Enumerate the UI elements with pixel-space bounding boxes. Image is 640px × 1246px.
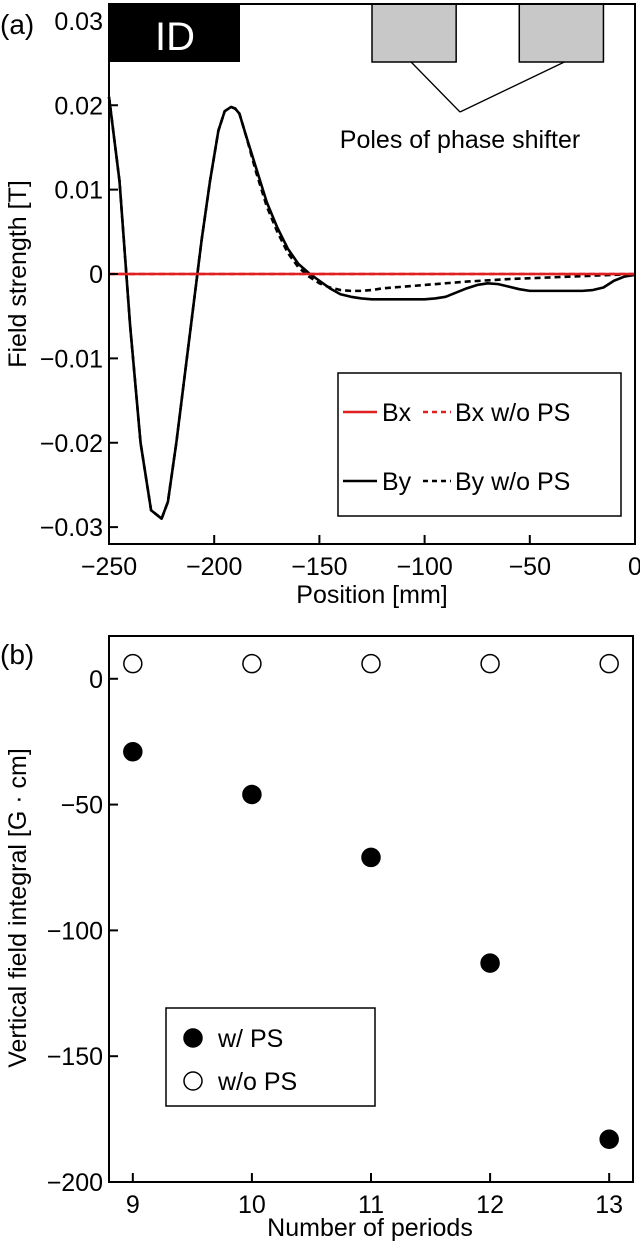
point-w-ps xyxy=(242,784,262,805)
pole-pointer-line-1 xyxy=(410,61,461,113)
panel-b-x-ticks: 9 10 11 12 13 xyxy=(126,1173,623,1219)
a-y-tick-label: 0.03 xyxy=(54,8,103,36)
panel-a-legend: Bx Bx w/o PS By By w/o PS xyxy=(337,372,622,517)
legend-label-by-wo-ps: By w/o PS xyxy=(455,468,570,496)
legend-label-bx: Bx xyxy=(382,399,412,427)
a-x-tick-label: −250 xyxy=(81,553,137,581)
point-w-o-ps xyxy=(599,653,619,674)
panel-b-y-ticks: 0 −50 −100 −150 −200 xyxy=(47,666,118,1197)
panel-a-field-strength-chart: (a) ID Poles of phase shifter −250 −200 −1… xyxy=(0,3,640,609)
legend-label-wo-ps: w/o PS xyxy=(217,1068,297,1096)
id-block xyxy=(110,4,240,62)
point-w-o-ps xyxy=(361,653,381,674)
pole-block-1 xyxy=(371,3,457,63)
b-y-tick-label: −150 xyxy=(47,1043,103,1071)
point-w-o-ps xyxy=(123,653,143,674)
a-y-tick-label: 0.02 xyxy=(54,92,103,120)
a-x-tick-label: −100 xyxy=(396,553,452,581)
b-y-tick-label: −50 xyxy=(61,792,103,820)
panel-a-x-axis-label: Position [mm] xyxy=(296,581,447,609)
panel-a-x-ticks: −250 −200 −150 −100 −50 0 xyxy=(81,535,640,581)
pole-pointer-line-2 xyxy=(459,61,565,113)
panel-b-legend-box xyxy=(165,1007,376,1107)
id-label: ID xyxy=(155,15,195,59)
panel-b-plot-frame xyxy=(108,635,634,1183)
panel-b-field-integral-chart: (b) 9 10 11 12 13 0 −50 −100 −150 −200 Number of… xyxy=(0,635,634,1242)
b-y-tick-label: −200 xyxy=(47,1169,103,1197)
a-x-tick-label: 0 xyxy=(628,553,640,581)
panel-b-y-axis-label: Vertical field integral [G · cm] xyxy=(4,748,32,1068)
panel-a-series xyxy=(107,96,636,520)
b-x-tick-label: 11 xyxy=(358,1191,384,1219)
b-y-tick-label: −100 xyxy=(47,917,103,945)
b-x-tick-label: 12 xyxy=(476,1191,504,1219)
a-x-tick-label: −200 xyxy=(186,553,242,581)
panel-a-y-ticks: 0.03 0.02 0.01 0 −0.01 −0.02 −0.03 xyxy=(40,8,118,542)
a-y-tick-label: 0.01 xyxy=(54,177,103,205)
point-w-ps xyxy=(599,1129,619,1149)
poles-label: Poles of phase shifter xyxy=(340,126,580,154)
pole-block-2 xyxy=(518,3,605,63)
b-x-tick-label: 13 xyxy=(595,1191,623,1219)
panel-b-x-axis-label: Number of periods xyxy=(267,1214,473,1242)
legend-marker-w-ps xyxy=(183,1028,203,1048)
a-x-tick-label: −150 xyxy=(291,553,347,581)
panel-b-legend: w/ PS w/o PS xyxy=(165,1007,376,1107)
legend-marker-wo-ps xyxy=(183,1071,203,1091)
point-w-o-ps xyxy=(480,653,500,674)
phase-shifter-poles xyxy=(371,3,605,113)
a-y-tick-label: −0.02 xyxy=(40,430,103,458)
legend-label-by: By xyxy=(382,468,412,496)
a-y-tick-label: −0.03 xyxy=(40,514,103,542)
panel-b-label: (b) xyxy=(0,639,34,670)
point-w-ps xyxy=(361,847,381,868)
a-y-tick-label: −0.01 xyxy=(40,345,103,373)
a-x-tick-label: −50 xyxy=(509,553,551,581)
point-w-ps xyxy=(123,741,143,762)
panel-a-plot-frame xyxy=(108,3,636,545)
panel-a-label: (a) xyxy=(0,9,34,40)
panel-b-points xyxy=(123,653,619,1149)
b-y-tick-label: 0 xyxy=(89,666,103,694)
point-w-ps xyxy=(480,953,500,973)
point-w-o-ps xyxy=(242,653,262,674)
legend-label-bx-wo-ps: Bx w/o PS xyxy=(455,399,570,427)
panel-a-y-axis-label: Field strength [T] xyxy=(4,180,32,368)
b-x-tick-label: 9 xyxy=(126,1191,140,1219)
series-line-by xyxy=(107,96,636,520)
b-x-tick-label: 10 xyxy=(238,1191,266,1219)
a-y-tick-label: 0 xyxy=(89,261,103,289)
legend-label-w-ps: w/ PS xyxy=(217,1025,283,1053)
panel-a-legend-box xyxy=(337,372,622,517)
